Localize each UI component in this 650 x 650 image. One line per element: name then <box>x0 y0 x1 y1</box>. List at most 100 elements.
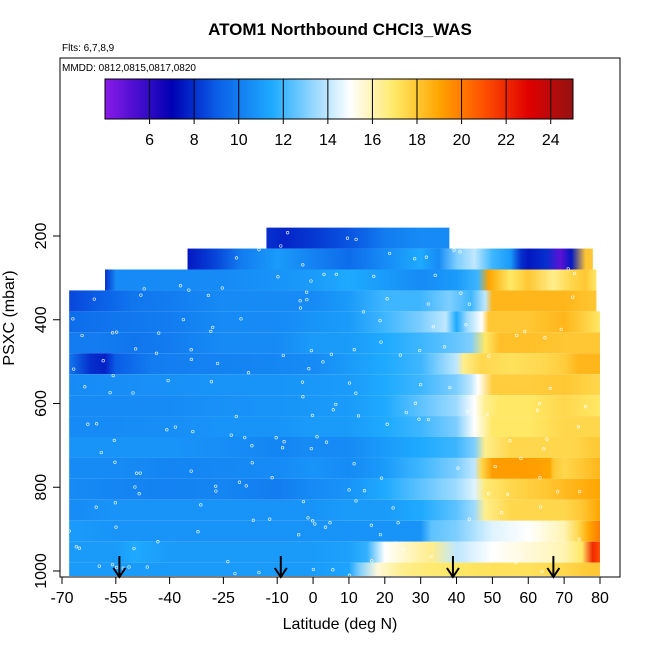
sample-point <box>250 444 254 448</box>
sample-point <box>354 499 358 503</box>
x-tick-label: -25 <box>212 590 235 607</box>
sample-point <box>508 439 512 443</box>
sample-point <box>548 386 552 391</box>
sample-point <box>101 359 105 363</box>
sample-point <box>323 525 328 529</box>
sample-point <box>189 469 193 473</box>
heatmap-layer <box>69 395 600 417</box>
x-tick-label: -70 <box>50 590 73 607</box>
y-axis-label: PSXC (mbar) <box>1 270 18 365</box>
sample-point <box>154 351 159 355</box>
sample-point <box>156 540 160 544</box>
sample-point <box>239 317 243 321</box>
sample-point <box>178 284 183 288</box>
colorbar-tick-label: 16 <box>364 132 382 149</box>
sample-point <box>237 480 242 484</box>
x-tick-label: 0 <box>309 590 318 607</box>
sample-point <box>354 237 358 242</box>
sample-point <box>191 429 195 434</box>
sample-point <box>279 244 283 248</box>
colorbar: 6 8 10 12 14 16 18 20 22 24 <box>104 78 574 149</box>
sample-point <box>196 530 200 534</box>
x-tick-label: -40 <box>158 590 181 607</box>
sample-point <box>173 425 178 429</box>
sample-point <box>300 380 305 384</box>
heatmap-layer <box>69 499 600 521</box>
sample-point <box>486 492 491 496</box>
sample-point <box>209 380 214 384</box>
sample-point <box>345 236 350 240</box>
sample-point <box>139 293 143 297</box>
sample-point <box>426 302 430 306</box>
sample-point <box>519 456 523 461</box>
sample-point <box>418 382 423 387</box>
sample-point <box>304 290 309 294</box>
sample-point <box>321 360 325 364</box>
sample-point <box>127 565 131 569</box>
sample-point <box>576 425 581 429</box>
sample-point <box>132 546 136 551</box>
x-tick-label: -55 <box>104 590 127 607</box>
sample-point <box>540 569 544 574</box>
sample-point <box>352 462 356 466</box>
sample-point <box>309 446 313 451</box>
heatmap-layer <box>69 541 600 563</box>
sample-point <box>257 247 261 252</box>
sample-point <box>539 505 543 509</box>
sample-point <box>189 348 193 352</box>
sample-point <box>362 489 367 493</box>
x-tick-label: 20 <box>376 590 394 607</box>
chart-title: ATOM1 Northbound CHCl3_WAS <box>208 20 472 39</box>
sample-point <box>535 408 540 412</box>
sample-point <box>94 505 98 509</box>
sample-point <box>199 503 203 507</box>
sample-point <box>328 521 332 525</box>
sample-point <box>211 325 215 330</box>
sample-point <box>234 414 238 419</box>
heatmap-layer <box>105 269 597 291</box>
sample-point <box>464 323 468 327</box>
sample-point <box>215 361 220 366</box>
sample-point <box>385 422 389 426</box>
sample-point <box>506 492 510 497</box>
sample-point <box>417 417 421 421</box>
colorbar-tick-label: 14 <box>319 132 337 149</box>
sample-point <box>311 567 316 572</box>
sample-point <box>442 345 447 349</box>
sample-point <box>281 353 285 358</box>
sample-point <box>110 331 115 335</box>
sample-point <box>297 533 301 537</box>
sample-point <box>459 291 463 295</box>
sample-points <box>67 231 588 577</box>
colorbar-tick-label: 6 <box>145 132 154 149</box>
sample-point <box>137 492 141 496</box>
sample-point <box>157 331 161 335</box>
sample-point <box>92 297 96 301</box>
sample-point <box>145 565 149 569</box>
sample-point <box>74 545 78 549</box>
sample-point <box>306 516 310 520</box>
colorbar-tick-label: 24 <box>542 132 560 149</box>
sample-point <box>352 348 356 352</box>
sample-point <box>94 422 99 426</box>
sample-point <box>251 518 255 522</box>
x-axis: -70 -55 -40 -25 -10 0 10 20 30 40 50 60 70 80 <box>50 576 609 607</box>
sample-point <box>97 564 101 568</box>
sample-point <box>517 555 522 560</box>
y-tick-label: 600 <box>33 390 50 417</box>
sample-point <box>515 333 519 338</box>
y-tick-label: 800 <box>33 474 50 501</box>
sample-point <box>110 562 115 567</box>
sample-point <box>310 519 315 523</box>
sample-point <box>113 501 118 505</box>
sample-point <box>391 506 395 510</box>
sample-point <box>285 231 290 235</box>
heatmap-layer <box>69 478 600 500</box>
sample-point <box>583 405 588 409</box>
sample-point <box>274 436 278 440</box>
sample-point <box>523 330 527 334</box>
colorbar-tick-label: 22 <box>497 132 515 149</box>
sample-point <box>113 460 117 464</box>
sample-point <box>189 357 194 362</box>
sample-point <box>142 287 146 291</box>
